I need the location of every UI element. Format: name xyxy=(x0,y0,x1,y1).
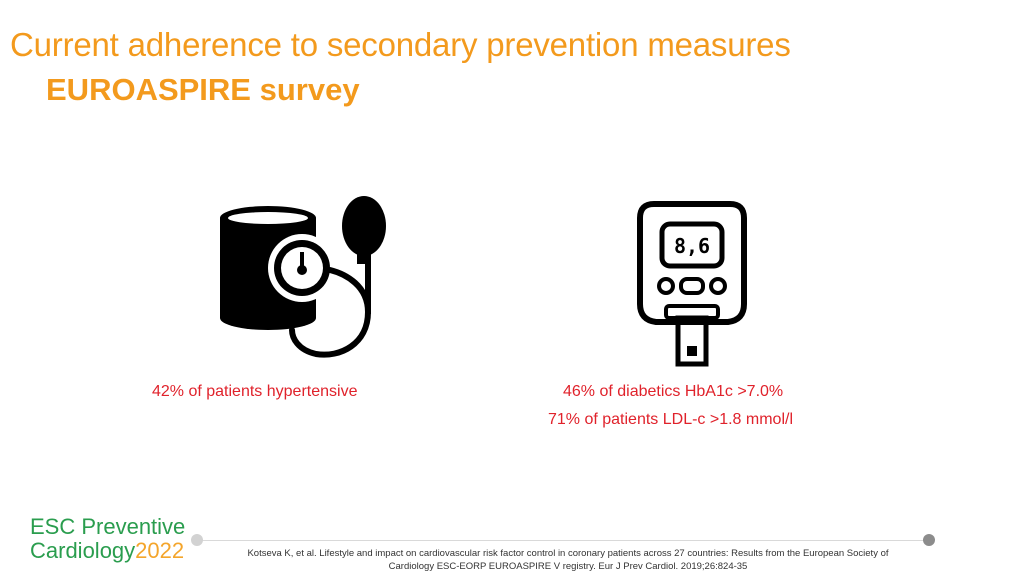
blood-pressure-monitor-icon xyxy=(220,196,386,358)
logo-line-1: ESC Preventive xyxy=(30,514,186,539)
footer-divider xyxy=(196,540,930,541)
esc-preventive-cardiology-logo: ESC Preventive Cardiology2022 xyxy=(30,515,185,563)
glucometer-icon: 8,6 xyxy=(637,201,747,367)
stat-ldl: 71% of patients LDL-c >1.8 mmol/l xyxy=(548,411,794,428)
logo-line-2: Cardiology2022 xyxy=(30,539,185,563)
slide-title: Current adherence to secondary preventio… xyxy=(10,26,791,63)
citation: Kotseva K, et al. Lifestyle and impact o… xyxy=(247,548,889,572)
stat-hypertensive: 42% of patients hypertensive xyxy=(152,383,358,400)
glucometer-reading: 8,6 xyxy=(674,234,710,258)
logo-year: 2022 xyxy=(135,538,185,563)
footer-dot-left xyxy=(191,534,203,546)
stat-hba1c: 46% of diabetics HbA1c >7.0% xyxy=(563,383,784,400)
logo-word: Cardiology xyxy=(30,538,136,563)
slide-subtitle: EUROASPIRE survey xyxy=(46,72,360,107)
footer-dot-right xyxy=(923,534,935,546)
